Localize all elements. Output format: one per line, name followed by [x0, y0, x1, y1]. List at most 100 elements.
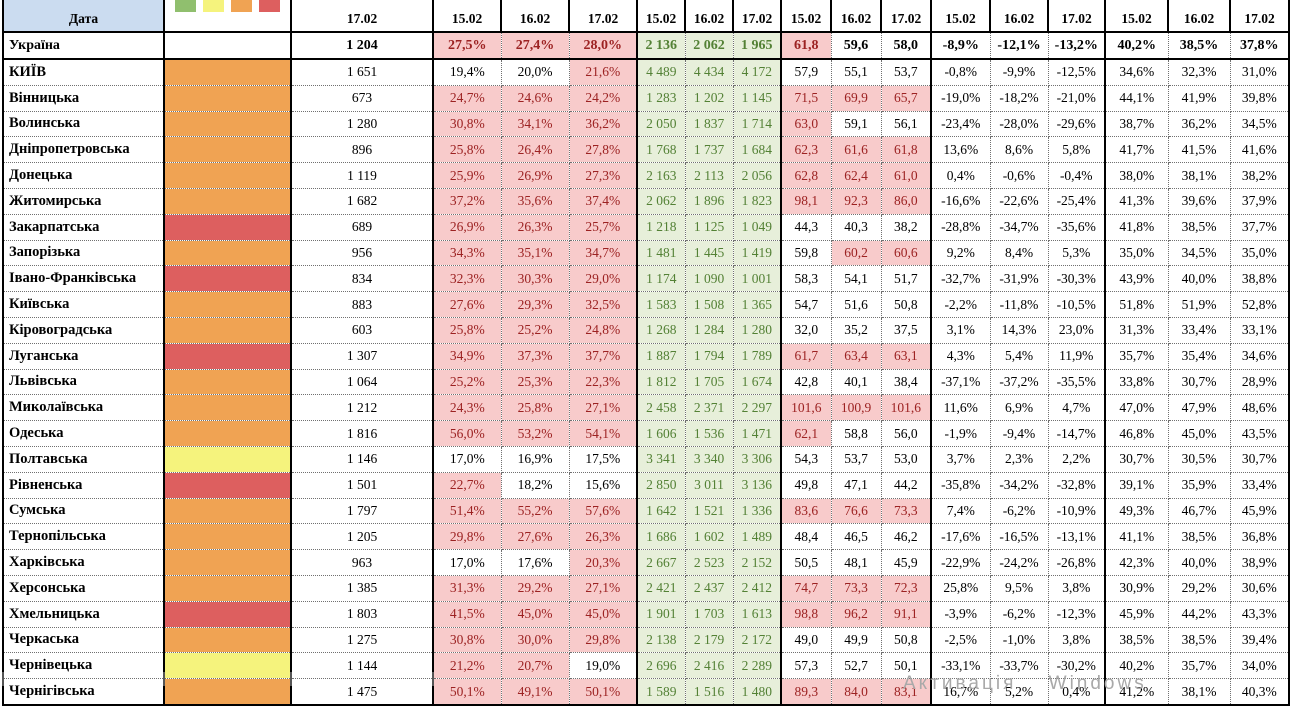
pct2-cell: 35,7%	[1167, 652, 1231, 680]
pct2-cell: 47,0%	[1104, 394, 1169, 422]
counts-cell: 2 056	[732, 162, 782, 189]
region-name-cell: Запорізька	[2, 239, 165, 267]
rate-cell: 59,8	[780, 239, 832, 267]
pct1-cell: 50,1%	[568, 678, 638, 706]
rate-cell: 35,2	[830, 316, 882, 344]
region-name-cell: Миколаївська	[2, 394, 165, 422]
change-cell: -37,2%	[989, 368, 1049, 396]
counts-cell: 1 202	[684, 84, 734, 112]
pct2-cell: 41,8%	[1104, 213, 1169, 241]
pct2-cell: 51,8%	[1104, 291, 1169, 318]
change-cell: -10,5%	[1047, 291, 1106, 318]
table-row: Черкаська 1 275 30,8% 30,0% 29,8% 2 138 2 179 2…	[2, 626, 1290, 654]
change-cell: -33,1%	[930, 652, 991, 680]
table-row: Херсонська 1 385 31,3% 29,2% 27,1% 2 421 2 437…	[2, 574, 1290, 602]
rate-cell: 84,0	[830, 678, 882, 706]
rate-cell: 49,9	[830, 626, 882, 654]
pct1-cell: 28,0%	[568, 31, 638, 60]
pct2-cell: 34,5%	[1167, 239, 1231, 267]
change-cell: -12,3%	[1047, 600, 1106, 628]
counts-cell: 1 606	[636, 420, 686, 447]
pct1-cell: 25,7%	[568, 213, 638, 241]
pct1-cell: 29,8%	[568, 626, 638, 654]
counts-cell: 2 163	[636, 162, 686, 189]
counts-cell: 1 283	[636, 84, 686, 112]
rate-cell: 71,5	[780, 84, 832, 112]
counts-cell: 1 887	[636, 342, 686, 370]
region-name-cell: Україна	[2, 31, 165, 60]
rate-cell: 50,1	[880, 652, 932, 680]
table-row: Дніпропетровська 896 25,8% 26,4% 27,8% 1 768 1…	[2, 136, 1290, 164]
change-cell: -12,1%	[989, 31, 1049, 60]
date-header-pct1: 15.02	[432, 0, 502, 33]
pct2-cell: 34,0%	[1229, 652, 1290, 680]
pct2-cell: 35,7%	[1104, 342, 1169, 370]
rate-cell: 59,1	[830, 110, 882, 138]
pct2-cell: 38,5%	[1104, 626, 1169, 654]
date-header-pct2: 16.02	[1167, 0, 1231, 33]
pct1-cell: 34,9%	[432, 342, 502, 370]
counts-cell: 1 896	[684, 187, 734, 215]
table-row: Харківська 963 17,0% 17,6% 20,3% 2 667 2 523 2 …	[2, 549, 1290, 576]
pct2-cell: 38,0%	[1104, 162, 1169, 189]
total-cell: 1 205	[290, 523, 434, 551]
date-header-pct2: 15.02	[1104, 0, 1169, 33]
counts-cell: 1 768	[636, 136, 686, 164]
pct2-cell: 38,9%	[1229, 549, 1290, 576]
pct2-cell: 45,9%	[1229, 497, 1290, 525]
pct1-cell: 26,4%	[500, 136, 570, 164]
change-cell: -24,2%	[989, 549, 1049, 576]
pct2-cell: 37,8%	[1229, 31, 1290, 60]
pct1-cell: 24,8%	[568, 316, 638, 344]
rate-cell: 53,7	[880, 58, 932, 86]
rate-cell: 59,6	[830, 31, 882, 60]
region-name-cell: КИЇВ	[2, 58, 165, 86]
rate-cell: 62,3	[780, 136, 832, 164]
pct1-cell: 21,2%	[432, 652, 502, 680]
pct1-cell: 24,3%	[432, 394, 502, 422]
counts-cell: 1 001	[732, 265, 782, 293]
counts-cell: 2 152	[732, 549, 782, 576]
pct2-cell: 36,8%	[1229, 523, 1290, 551]
change-cell: -12,5%	[1047, 58, 1106, 86]
pct1-cell: 30,0%	[500, 626, 570, 654]
rate-cell: 46,5	[830, 523, 882, 551]
rate-cell: 100,9	[830, 394, 882, 422]
counts-cell: 2 458	[636, 394, 686, 422]
pct1-cell: 34,1%	[500, 110, 570, 138]
rate-cell: 53,0	[880, 445, 932, 473]
total-cell: 834	[290, 265, 434, 293]
counts-cell: 2 412	[732, 574, 782, 602]
table-row: Івано-Франківська 834 32,3% 30,3% 29,0% 1 174…	[2, 265, 1290, 293]
pct2-cell: 30,6%	[1229, 574, 1290, 602]
counts-cell: 3 340	[684, 445, 734, 473]
counts-cell: 2 523	[684, 549, 734, 576]
counts-cell: 1 516	[684, 678, 734, 706]
status-color-cell	[163, 626, 292, 654]
pct2-cell: 30,7%	[1167, 368, 1231, 396]
change-cell: 0,4%	[930, 162, 991, 189]
pct1-cell: 32,5%	[568, 291, 638, 318]
pct1-cell: 35,6%	[500, 187, 570, 215]
change-cell: 3,8%	[1047, 626, 1106, 654]
rate-cell: 76,6	[830, 497, 882, 525]
rate-cell: 48,4	[780, 523, 832, 551]
change-cell: -11,8%	[989, 291, 1049, 318]
pct2-cell: 38,5%	[1167, 626, 1231, 654]
pct1-cell: 27,1%	[568, 394, 638, 422]
change-cell: -35,8%	[930, 471, 991, 499]
change-cell: -28,0%	[989, 110, 1049, 138]
pct2-cell: 39,6%	[1167, 187, 1231, 215]
region-name-cell: Полтавська	[2, 445, 165, 473]
status-color-cell	[163, 84, 292, 112]
pct2-cell: 28,9%	[1229, 368, 1290, 396]
rate-cell: 61,6	[830, 136, 882, 164]
pct1-cell: 27,1%	[568, 574, 638, 602]
rate-cell: 86,0	[880, 187, 932, 215]
change-cell: -8,9%	[930, 31, 991, 60]
counts-cell: 2 062	[636, 187, 686, 215]
rate-cell: 92,3	[830, 187, 882, 215]
pct1-cell: 57,6%	[568, 497, 638, 525]
table-row: Львівська 1 064 25,2% 25,3% 22,3% 1 812 1 705 1…	[2, 368, 1290, 396]
pct1-cell: 26,9%	[432, 213, 502, 241]
